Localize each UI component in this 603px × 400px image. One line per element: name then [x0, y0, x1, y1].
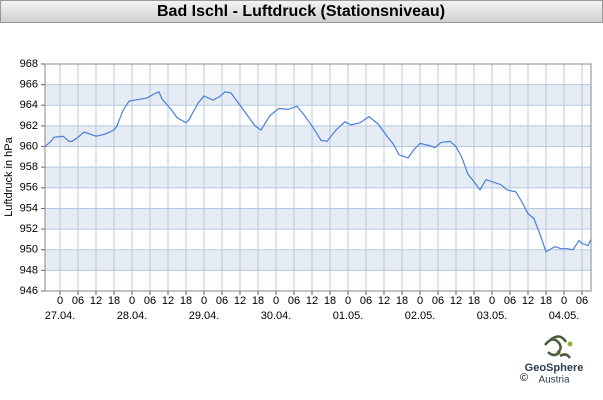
x-tick-label: 18 [180, 295, 192, 307]
y-tick-label: 946 [20, 285, 38, 297]
chart-title: Bad Ischl - Luftdruck (Stationsniveau) [157, 3, 445, 20]
x-tick-label: 0 [57, 295, 63, 307]
y-tick-label: 964 [20, 99, 38, 111]
copyright: © [520, 372, 528, 384]
logo-icon [544, 335, 572, 359]
grid-band [45, 84, 591, 106]
x-tick-label: 06 [216, 295, 228, 307]
x-tick-label: 18 [324, 295, 336, 307]
date-label: 28.04. [117, 310, 148, 322]
x-tick-label: 06 [288, 295, 300, 307]
x-tick-label: 0 [129, 295, 135, 307]
x-tick-label: 06 [72, 295, 84, 307]
x-tick-label: 18 [468, 295, 480, 307]
x-tick-label: 12 [234, 295, 246, 307]
date-label: 29.04. [189, 310, 220, 322]
x-tick-label: 06 [576, 295, 588, 307]
grid-band [45, 167, 591, 188]
x-tick-label: 12 [522, 295, 534, 307]
date-label: 01.05. [333, 310, 364, 322]
grid-band [45, 208, 591, 230]
y-tick-label: 960 [20, 140, 38, 152]
y-axis-label: Luftdruck in hPa [3, 136, 15, 216]
x-tick-label: 0 [345, 295, 351, 307]
y-tick-label: 958 [20, 161, 38, 173]
x-tick-label: 18 [252, 295, 264, 307]
x-tick-label: 12 [162, 295, 174, 307]
x-tick-label: 0 [561, 295, 567, 307]
y-tick-label: 950 [20, 244, 38, 256]
y-tick-label: 962 [20, 120, 38, 132]
date-label: 03.05. [477, 310, 508, 322]
y-tick-label: 948 [20, 264, 38, 276]
x-tick-label: 12 [90, 295, 102, 307]
data-line [44, 91, 592, 253]
x-tick-label: 06 [144, 295, 156, 307]
x-tick-label: 12 [450, 295, 462, 307]
date-label: 30.04. [261, 310, 292, 322]
date-label: 04.05. [549, 310, 580, 322]
x-tick-label: 18 [396, 295, 408, 307]
x-tick-label: 12 [306, 295, 318, 307]
x-tick-label: 06 [360, 295, 372, 307]
date-label: 27.04. [45, 310, 76, 322]
y-tick-label: 952 [20, 223, 38, 235]
logo-name: GeoSphere [525, 362, 584, 374]
x-tick-label: 18 [540, 295, 552, 307]
x-tick-label: 0 [273, 295, 279, 307]
x-tick-label: 0 [489, 295, 495, 307]
date-label: 02.05. [405, 310, 436, 322]
y-tick-label: 968 [20, 58, 38, 70]
logo-dot [567, 341, 573, 347]
y-tick-label: 956 [20, 182, 38, 194]
x-tick-label: 12 [378, 295, 390, 307]
grid-band [45, 249, 591, 271]
x-tick-label: 06 [432, 295, 444, 307]
logo-sub: Austria [538, 375, 570, 386]
x-tick-label: 0 [417, 295, 423, 307]
x-tick-label: 18 [108, 295, 120, 307]
y-tick-label: 954 [20, 202, 38, 214]
x-tick-label: 06 [504, 295, 516, 307]
plot-border [44, 63, 592, 292]
logo: GeoSphere Austria © [520, 335, 584, 386]
y-tick-label: 966 [20, 79, 38, 91]
x-tick-label: 0 [201, 295, 207, 307]
